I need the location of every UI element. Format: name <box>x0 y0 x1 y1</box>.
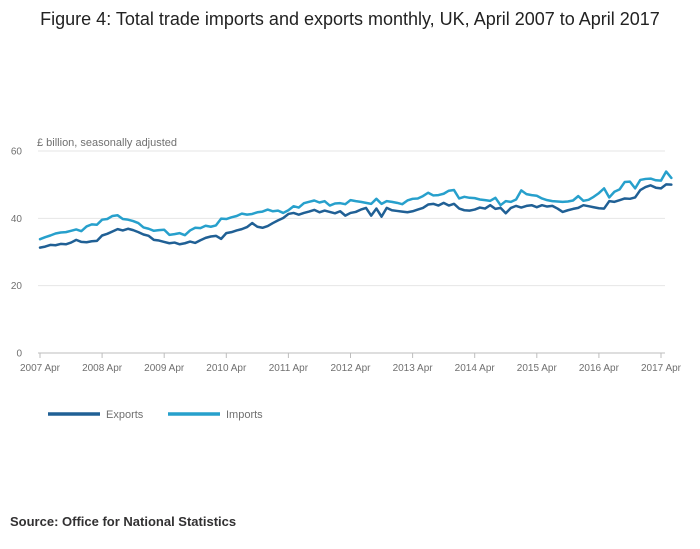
source-note: Source: Office for National Statistics <box>10 514 237 529</box>
x-tick-label: 2014 Apr <box>455 363 496 374</box>
y-tick-label: 0 <box>16 349 22 360</box>
legend-label-imports: Imports <box>226 409 263 421</box>
legend-label-exports: Exports <box>106 409 144 421</box>
x-tick-label: 2010 Apr <box>206 363 247 374</box>
series-lines <box>38 170 673 249</box>
y-tick-label: 20 <box>11 281 23 292</box>
chart-title: Figure 4: Total trade imports and export… <box>40 9 660 29</box>
x-tick-label: 2012 Apr <box>330 363 371 374</box>
y-tick-label: 40 <box>11 214 23 225</box>
x-axis: 2007 Apr 2008 Apr 2009 Apr 2010 Apr 2011 Apr… <box>20 352 682 374</box>
y-axis-unit-label: £ billion, seasonally adjusted <box>37 137 177 149</box>
x-tick-label: 2011 Apr <box>269 363 309 374</box>
x-tick-label: 2017 Apr <box>641 363 682 374</box>
series-line-imports <box>38 170 673 241</box>
x-tick-label: 2013 Apr <box>393 363 434 374</box>
series-line-exports <box>38 183 673 249</box>
x-tick-label: 2009 Apr <box>144 363 185 374</box>
y-tick-label: 60 <box>11 147 23 158</box>
legend: Exports Imports <box>48 409 263 421</box>
y-axis-ticks: 0 20 40 60 <box>11 147 23 360</box>
x-tick-label: 2007 Apr <box>20 363 61 374</box>
x-tick-label: 2008 Apr <box>82 363 123 374</box>
gridlines <box>38 150 665 287</box>
x-tick-label: 2015 Apr <box>517 363 558 374</box>
x-tick-label: 2016 Apr <box>579 363 620 374</box>
